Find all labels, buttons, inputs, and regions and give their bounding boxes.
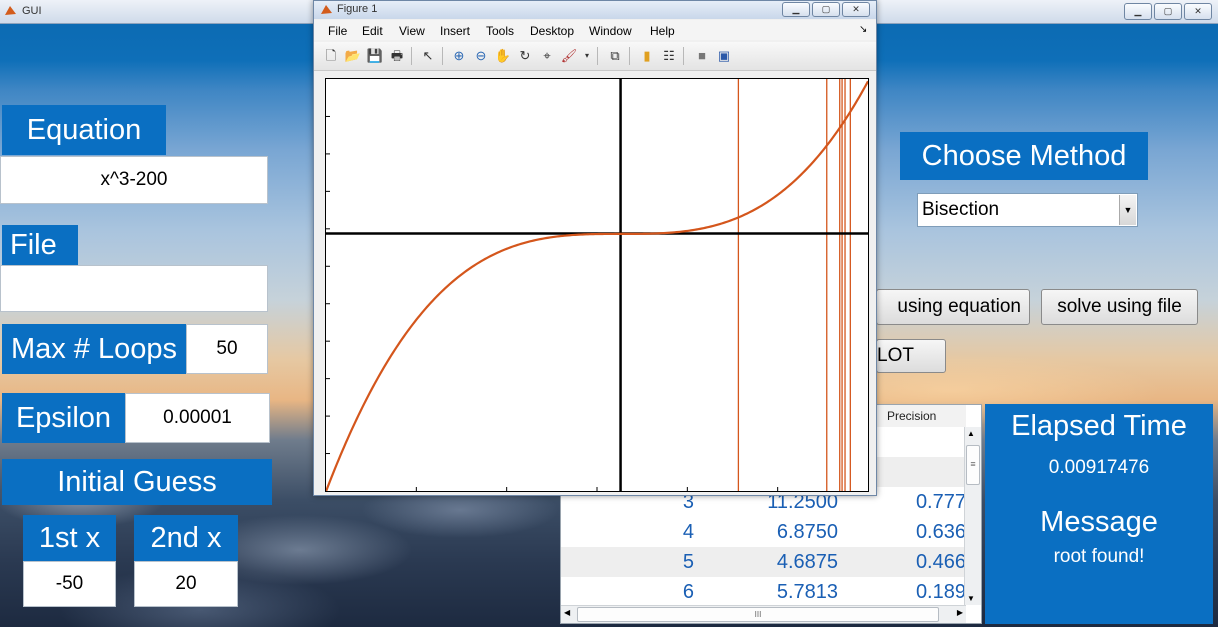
gui-window-title: GUI	[22, 5, 42, 17]
menu-view[interactable]: View	[399, 24, 425, 38]
message-value: root found!	[1053, 546, 1145, 567]
x-value-cell: 4.6875	[776, 551, 838, 573]
initial-guess-label: Initial Guess	[2, 459, 272, 505]
solve-using-file-button[interactable]: solve using file	[1041, 289, 1198, 325]
pan-hand-icon[interactable]: ✋	[494, 48, 512, 63]
solve-using-equation-button[interactable]: using equation	[876, 289, 1030, 325]
results-panel: Elapsed Time 0.00917476 Message root fou…	[985, 404, 1213, 624]
method-selected-value: Bisection	[922, 199, 1000, 220]
table-horizontal-scrollbar[interactable]: ◀ III ▶	[561, 605, 966, 623]
precision-cell: 0.189	[915, 581, 966, 603]
elapsed-time-label: Elapsed Time	[1011, 410, 1187, 442]
show-plot-tools-icon[interactable]: ▣	[717, 48, 731, 63]
iteration-cell: 6	[682, 581, 694, 603]
menu-insert[interactable]: Insert	[440, 24, 471, 38]
precision-cell: 0.466	[915, 551, 966, 573]
figure-window-title: Figure 1	[337, 3, 378, 15]
legend-icon[interactable]: ☷	[663, 48, 675, 63]
scroll-left-icon[interactable]: ◀	[564, 608, 571, 617]
file-label: File	[2, 225, 78, 265]
arrow-pointer-icon[interactable]: ↖	[422, 48, 434, 63]
figure-window: Figure 1 ▁ ▢ ✕ File Edit View Insert Too…	[313, 0, 877, 496]
max-loops-input[interactable]: 50	[186, 324, 268, 374]
brush-dropdown-icon[interactable]: ▾	[584, 51, 589, 60]
table-vertical-scrollbar[interactable]: ▲ ≡ ▼	[964, 427, 981, 605]
first-x-input[interactable]: -50	[23, 561, 116, 607]
minimize-button[interactable]: ▁	[1124, 3, 1152, 20]
table-row[interactable]: 3 11.2500 0.777	[561, 487, 966, 517]
hide-plot-tools-icon[interactable]: ■	[698, 48, 706, 63]
horizontal-scroll-thumb[interactable]: III	[577, 607, 939, 622]
equation-input[interactable]: x^3-200	[0, 156, 268, 204]
iteration-cell: 3	[682, 491, 694, 513]
figure-menubar: File Edit View Insert Tools Desktop Wind…	[314, 20, 876, 40]
precision-column-header: Precision	[887, 409, 937, 423]
x-value-cell: 11.2500	[767, 491, 838, 513]
dropdown-arrow-icon[interactable]: ▼	[1119, 195, 1136, 225]
link-plot-icon[interactable]: ⧉	[610, 48, 620, 63]
menu-tools[interactable]: Tools	[486, 24, 515, 38]
open-file-icon[interactable]: 📂	[344, 48, 362, 63]
x-value-cell: 5.7813	[776, 581, 838, 603]
menu-desktop[interactable]: Desktop	[530, 24, 575, 38]
rotate-3d-icon[interactable]: ↻	[519, 48, 531, 63]
figure-toolbar: 🗋 📂 💾 🖶 ↖ ⊕ ⊖ ✋ ↻ ⌖ 🖌 ▾ ⧉ ▮ ☷ ■ ▣	[314, 42, 876, 71]
table-row[interactable]: 5 4.6875 0.466	[561, 547, 966, 577]
file-input[interactable]	[0, 265, 268, 312]
close-button[interactable]: ✕	[1184, 3, 1212, 20]
brush-icon[interactable]: 🖌	[560, 48, 578, 63]
menu-window[interactable]: Window	[589, 24, 632, 38]
matlab-icon	[321, 5, 332, 14]
iteration-cell: 5	[682, 551, 694, 573]
colorbar-icon[interactable]: ▮	[643, 48, 651, 63]
figure-close-button[interactable]: ✕	[842, 2, 870, 17]
maximize-button[interactable]: ▢	[1154, 3, 1182, 20]
scroll-up-icon[interactable]: ▲	[967, 429, 975, 438]
print-icon[interactable]: 🖶	[390, 48, 404, 63]
epsilon-label: Epsilon	[2, 393, 125, 443]
elapsed-time-value: 0.00917476	[1048, 457, 1150, 478]
equation-label: Equation	[2, 105, 166, 155]
scroll-down-icon[interactable]: ▼	[967, 594, 975, 603]
iteration-cell: 4	[682, 521, 694, 543]
function-curve	[324, 80, 869, 492]
menu-help[interactable]: Help	[650, 24, 675, 38]
zoom-out-icon[interactable]: ⊖	[475, 48, 487, 63]
table-row[interactable]: 4 6.8750 0.636	[561, 517, 966, 547]
new-figure-icon[interactable]: 🗋	[325, 48, 337, 63]
message-label: Message	[1040, 506, 1158, 538]
method-select[interactable]: Bisection ▼	[917, 193, 1138, 227]
epsilon-input[interactable]: 0.00001	[125, 393, 270, 443]
vertical-scroll-thumb[interactable]: ≡	[966, 445, 980, 485]
plot-axes[interactable]	[324, 78, 869, 492]
save-icon[interactable]: 💾	[366, 48, 384, 63]
table-row[interactable]: 6 5.7813 0.189	[561, 577, 966, 607]
plot-button[interactable]: LOT	[876, 339, 946, 373]
second-x-label: 2nd x	[134, 515, 238, 561]
precision-cell: 0.636	[915, 521, 966, 543]
matlab-icon	[5, 6, 16, 15]
figure-titlebar: Figure 1 ▁ ▢ ✕	[314, 1, 876, 19]
precision-cell: 0.777	[915, 491, 966, 513]
figure-minimize-button[interactable]: ▁	[782, 2, 810, 17]
max-loops-label: Max # Loops	[2, 324, 186, 374]
data-cursor-icon[interactable]: ⌖	[543, 48, 551, 63]
menu-edit[interactable]: Edit	[362, 24, 383, 38]
x-value-cell: 6.8750	[776, 521, 838, 543]
menu-overflow-icon[interactable]: ↘	[859, 24, 868, 35]
first-x-label: 1st x	[23, 515, 116, 561]
figure-maximize-button[interactable]: ▢	[812, 2, 840, 17]
choose-method-label: Choose Method	[900, 132, 1148, 180]
plot-canvas	[324, 79, 869, 492]
menu-file[interactable]: File	[328, 24, 348, 38]
zoom-in-icon[interactable]: ⊕	[453, 48, 465, 63]
second-x-input[interactable]: 20	[134, 561, 238, 607]
scroll-right-icon[interactable]: ▶	[956, 608, 963, 617]
